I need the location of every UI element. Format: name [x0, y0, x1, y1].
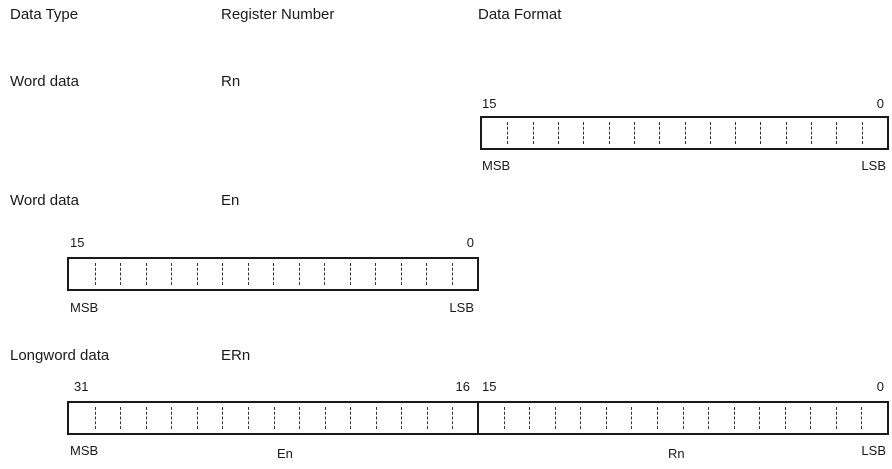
- data-type-label: Word data: [10, 192, 79, 209]
- data-type-label: Longword data: [10, 347, 110, 364]
- msb-label: MSB: [70, 443, 99, 458]
- header-register-number: Register Number: [221, 6, 335, 23]
- upper-half-en-label: En: [277, 446, 293, 461]
- register-number-label: Rn: [221, 73, 241, 90]
- bit-number-high: 15: [70, 235, 85, 250]
- msb-label: MSB: [70, 300, 99, 315]
- header-data-format: Data Format: [478, 6, 562, 23]
- register-32bit-ern: [67, 401, 889, 435]
- msb-label: MSB: [482, 158, 511, 173]
- bit-number-low: 0: [466, 235, 474, 250]
- bit-number-high: 15: [482, 96, 497, 111]
- register-16bit-rn: [480, 116, 889, 150]
- data-type-label: Word data: [10, 73, 79, 90]
- lsb-label: LSB: [861, 158, 886, 173]
- bit-number-16: 16: [455, 379, 470, 394]
- lsb-label: LSB: [861, 443, 886, 458]
- bit-number-31: 31: [74, 379, 89, 394]
- lsb-label: LSB: [449, 300, 474, 315]
- register-number-label: ERn: [221, 347, 251, 364]
- register-16bit-en: [67, 257, 479, 291]
- header-data-type: Data Type: [10, 6, 79, 23]
- bit-number-15: 15: [482, 379, 497, 394]
- bit-number-low: 0: [876, 96, 884, 111]
- register-number-label: En: [221, 192, 240, 209]
- lower-half-rn-label: Rn: [668, 446, 685, 461]
- bit-number-0: 0: [876, 379, 884, 394]
